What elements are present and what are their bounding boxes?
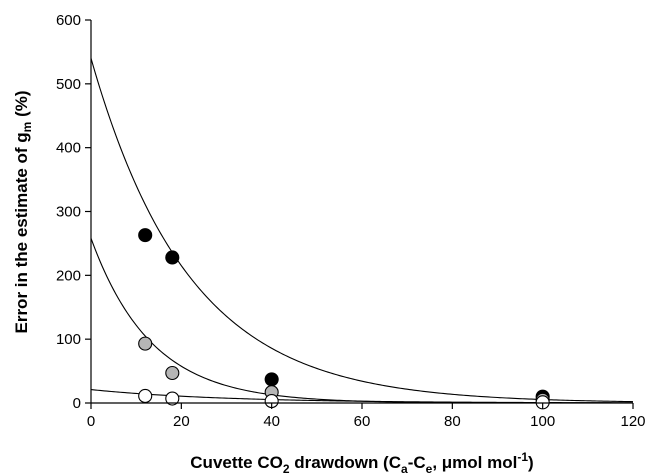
x-tick-label: 0 [87,413,95,430]
y-tick-label: 500 [56,76,81,93]
y-tick-label: 400 [56,140,81,157]
x-tick-label: 100 [530,413,555,430]
x-tick-label: 60 [354,413,371,430]
x-axis-title: Cuvette CO2 drawdown (Ca-Ce, μmol mol-1) [190,450,533,475]
x-tick-label: 80 [444,413,461,430]
y-tick-label: 200 [56,267,81,284]
y-tick-label: 100 [56,331,81,348]
data-point [264,372,279,387]
axes [90,20,633,404]
data-point [165,250,180,265]
y-tick-label: 300 [56,204,81,221]
data-point [165,391,180,406]
data-point [138,336,153,351]
x-ticks: 0 20 40 60 80 100 120 [87,403,646,430]
y-tick-label: 0 [73,395,81,412]
y-tick-label: 600 [56,12,81,29]
data-point [138,388,153,404]
fit-curves [90,58,634,404]
x-tick-label: 20 [173,413,190,430]
data-point [165,365,180,381]
y-axis-title: Error in the estimate of gm (%) [12,90,34,333]
data-point [138,228,153,243]
x-tick-label: 120 [620,413,645,430]
fit-curve-0 [90,58,634,403]
y-ticks: 0 100 200 300 400 500 600 [56,12,91,412]
data-points [138,228,550,410]
x-tick-label: 40 [263,413,280,430]
